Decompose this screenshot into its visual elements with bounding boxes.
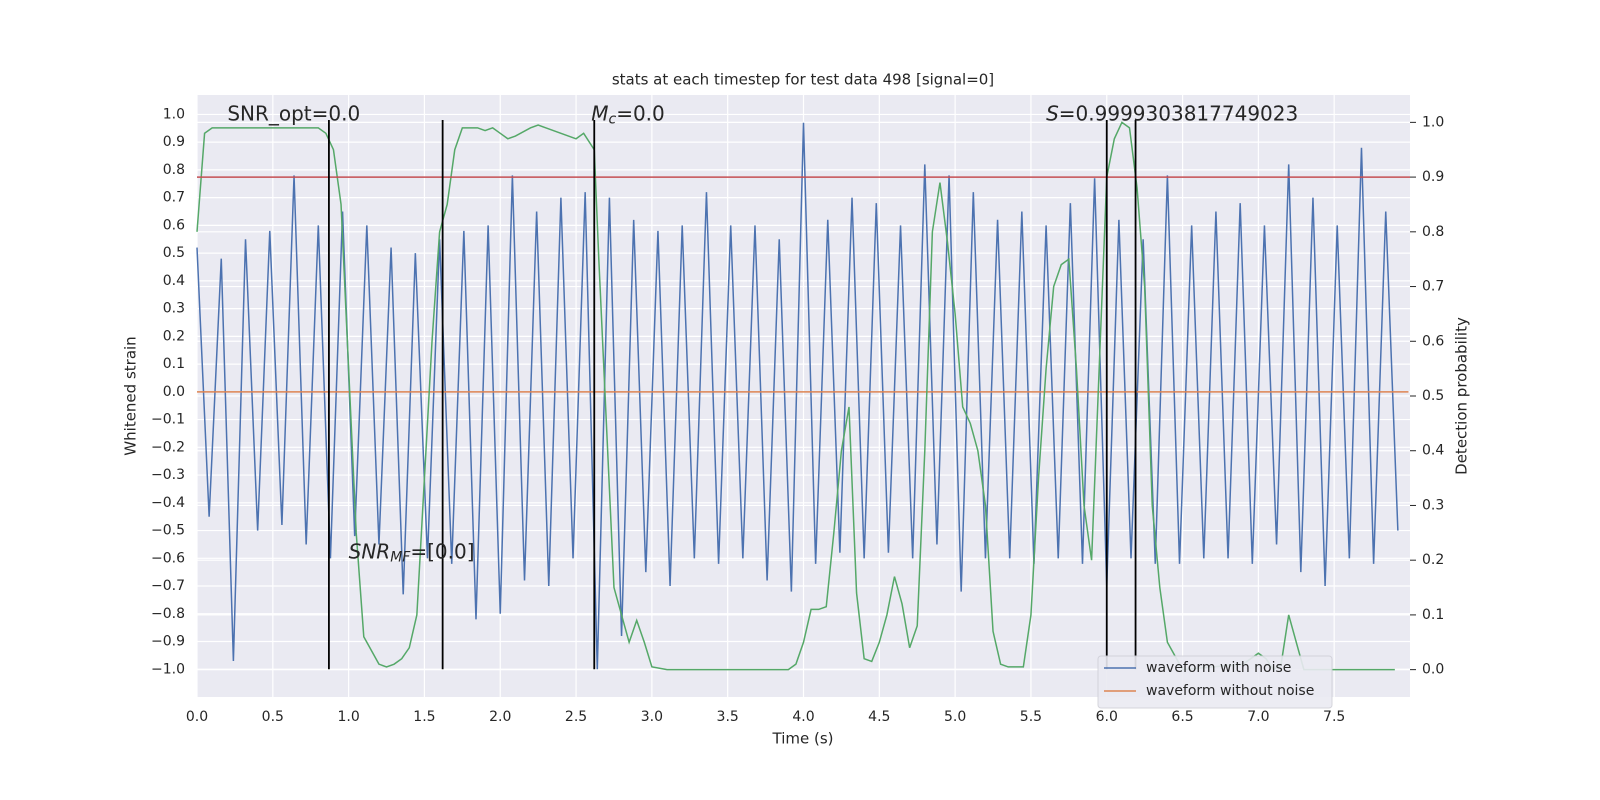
marks (196, 119, 1410, 671)
y2-tick-label: 0.2 (1422, 552, 1444, 568)
y2-axis-label: Detection probability (1453, 317, 1471, 475)
annotation-part: =0.9999303817749023 (1059, 101, 1298, 125)
y-tick-label: 0.5 (163, 245, 185, 261)
y-tick-label: 0.7 (163, 190, 185, 206)
x-tick-label: 6.0 (1096, 709, 1118, 725)
y-tick-label: 0.9 (163, 134, 185, 150)
y2-tick-label: 0.4 (1422, 443, 1444, 459)
y-tick-label: −0.1 (151, 412, 185, 428)
y-tick-label: 0.4 (163, 273, 185, 289)
annotation-part: SNR (349, 539, 391, 563)
y-tick-label: −0.3 (151, 467, 185, 483)
x-tick-label: 7.0 (1247, 709, 1269, 725)
grid (196, 95, 1410, 697)
y-tick-label: −0.8 (151, 606, 185, 622)
y-tick-label: −1.0 (151, 661, 185, 677)
y2-tick-label: 0.8 (1422, 224, 1444, 240)
y-axis-label: Whitened strain (122, 336, 140, 455)
legend-label: waveform with noise (1146, 660, 1291, 676)
y-tick-label: −0.2 (151, 439, 185, 455)
x-tick-label: 0.0 (186, 709, 208, 725)
annotation-part: MF (390, 550, 411, 566)
annotation-part: S (1046, 101, 1059, 125)
annotation: Mc=0.0 (591, 101, 665, 128)
y2-tick-label: 0.1 (1422, 607, 1444, 623)
annotation-part: =0.0 (616, 101, 665, 125)
y2-tick-label: 0.5 (1422, 388, 1444, 404)
annotation-part: c (608, 111, 616, 127)
x-tick-label: 1.0 (337, 709, 359, 725)
y-tick-label: −0.9 (151, 634, 185, 650)
y-tick-label: 1.0 (163, 106, 185, 122)
y-tick-label: 0.0 (163, 384, 185, 400)
x-tick-label: 5.0 (944, 709, 966, 725)
y2-tick-label: 0.9 (1422, 169, 1444, 185)
annotation-part: =[0.0] (410, 539, 474, 563)
y2-tick-label: 0.0 (1422, 662, 1444, 678)
x-tick-label: 3.0 (641, 709, 663, 725)
labels: 0.0 0.5 1.0 1.5 2.0 2.5 3.0 3.5 4.0 4.5 5.0 5.5 6.0 6… (151, 101, 1444, 725)
x-tick-label: 6.5 (1171, 709, 1193, 725)
y2-tick-label: 0.6 (1422, 333, 1444, 349)
x-tick-label: 7.5 (1323, 709, 1345, 725)
y-tick-label: 0.6 (163, 217, 185, 233)
y-tick-label: 0.2 (163, 328, 185, 344)
y2-tick-label: 0.7 (1422, 279, 1444, 295)
x-tick-label: 5.5 (1020, 709, 1042, 725)
y-tick-label: 0.8 (163, 162, 185, 178)
y-tick-label: 0.3 (163, 301, 185, 317)
annotation: SNRMF=[0.0] (349, 539, 475, 566)
chart-title: stats at each timestep for test data 498… (612, 71, 994, 89)
annotation-part: SNR_opt=0.0 (227, 101, 360, 125)
y2-tick-label: 1.0 (1422, 114, 1444, 130)
legend-box (1097, 655, 1333, 709)
x-tick-label: 4.5 (868, 709, 890, 725)
y-tick-label: −0.6 (151, 550, 185, 566)
y-tick-label: −0.5 (151, 523, 185, 539)
legend-label: waveform without noise (1146, 683, 1314, 699)
x-tick-label: 1.5 (413, 709, 435, 725)
annotation: SNR_opt=0.0 (227, 101, 360, 125)
series-line (196, 121, 1395, 671)
x-tick-label: 2.5 (565, 709, 587, 725)
x-tick-label: 3.5 (717, 709, 739, 725)
y-tick-label: 0.1 (163, 356, 185, 372)
y-tick-label: −0.7 (151, 578, 185, 594)
x-tick-label: 0.5 (262, 709, 284, 725)
x-tick-label: 2.0 (489, 709, 511, 725)
annotation-part: M (591, 101, 608, 125)
x-tick-label: 4.0 (792, 709, 814, 725)
y2-tick-label: 0.3 (1422, 497, 1444, 513)
annotation: S=0.9999303817749023 (1046, 101, 1298, 125)
x-axis-label: Time (s) (772, 730, 834, 748)
y-tick-label: −0.4 (151, 495, 185, 511)
